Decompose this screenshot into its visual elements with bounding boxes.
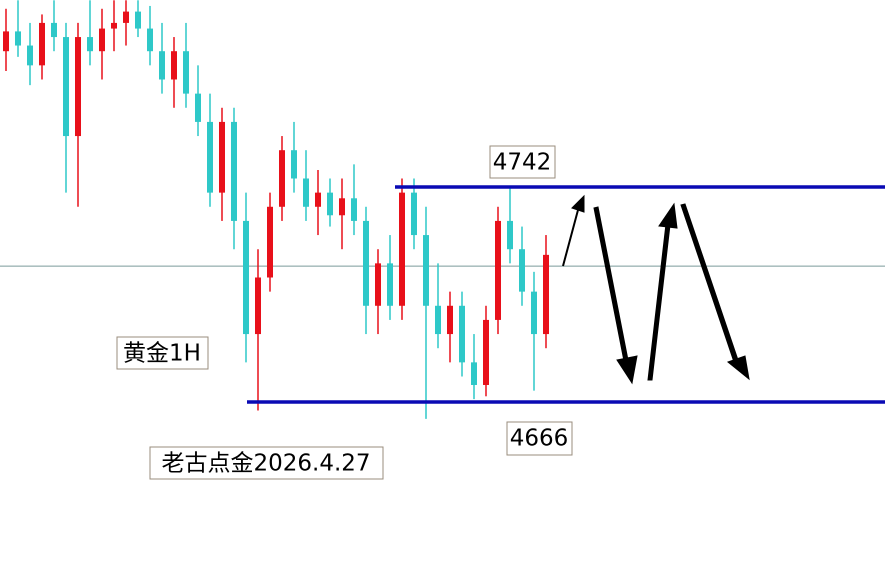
- candle-body: [195, 93, 201, 122]
- candle-body: [351, 198, 357, 221]
- candle-body: [303, 178, 309, 207]
- annotation: 黄金1H: [123, 341, 201, 367]
- candle-body: [3, 31, 9, 52]
- candle-body: [447, 305, 453, 335]
- candle-body: [339, 198, 345, 216]
- candle-body: [483, 319, 489, 385]
- candle-body: [291, 150, 297, 179]
- candle-body: [87, 37, 93, 52]
- candle-body: [147, 28, 153, 52]
- candle-body: [207, 121, 213, 193]
- candle-body: [327, 192, 333, 216]
- arrow: [647, 223, 671, 381]
- level-label: 4742: [493, 150, 552, 176]
- candle-body: [255, 277, 261, 335]
- candle-body: [399, 192, 405, 306]
- candle-body: [75, 37, 81, 137]
- candle-body: [279, 150, 285, 207]
- candle-body: [543, 254, 549, 335]
- label-box: [506, 421, 573, 456]
- level-label: 4666: [510, 426, 569, 452]
- label-box: [489, 145, 556, 179]
- candle-body: [423, 235, 429, 306]
- candle-body: [99, 28, 105, 52]
- candle-body: [243, 220, 249, 335]
- candle-body: [15, 31, 21, 46]
- annotation: 老古点金2026.4.27: [161, 451, 370, 477]
- candle-body: [39, 22, 45, 66]
- arrow: [593, 206, 629, 362]
- candle-body: [219, 121, 225, 193]
- candle-body: [531, 291, 537, 335]
- candle-body: [387, 263, 393, 306]
- arrow-head: [726, 355, 750, 381]
- arrow-head: [616, 355, 638, 385]
- candle-body: [159, 51, 165, 80]
- arrow: [562, 209, 579, 267]
- arrow: [680, 203, 739, 363]
- candle-body: [231, 121, 237, 221]
- candle-body: [495, 220, 501, 320]
- candle-body: [471, 362, 477, 385]
- candle-body: [63, 37, 69, 137]
- label-box: [116, 336, 209, 370]
- candle-body: [315, 192, 321, 207]
- candle-body: [111, 22, 117, 29]
- candle-body: [411, 192, 417, 236]
- arrow-head: [658, 202, 678, 229]
- candle-body: [135, 11, 141, 29]
- candle-body: [507, 220, 513, 250]
- candle-body: [267, 206, 273, 278]
- candle-body: [363, 220, 369, 306]
- candle-body: [171, 51, 177, 80]
- candle-body: [435, 305, 441, 335]
- arrow-head: [571, 194, 585, 213]
- candle-body: [519, 249, 525, 292]
- label-box: [149, 446, 384, 480]
- candle-body: [183, 51, 189, 94]
- arrows: [562, 194, 750, 385]
- candle-body: [123, 11, 129, 23]
- candle-body: [27, 45, 33, 66]
- candles: [3, 0, 885, 419]
- candle-body: [375, 263, 381, 306]
- candle-body: [51, 22, 57, 38]
- candle-body: [459, 305, 465, 363]
